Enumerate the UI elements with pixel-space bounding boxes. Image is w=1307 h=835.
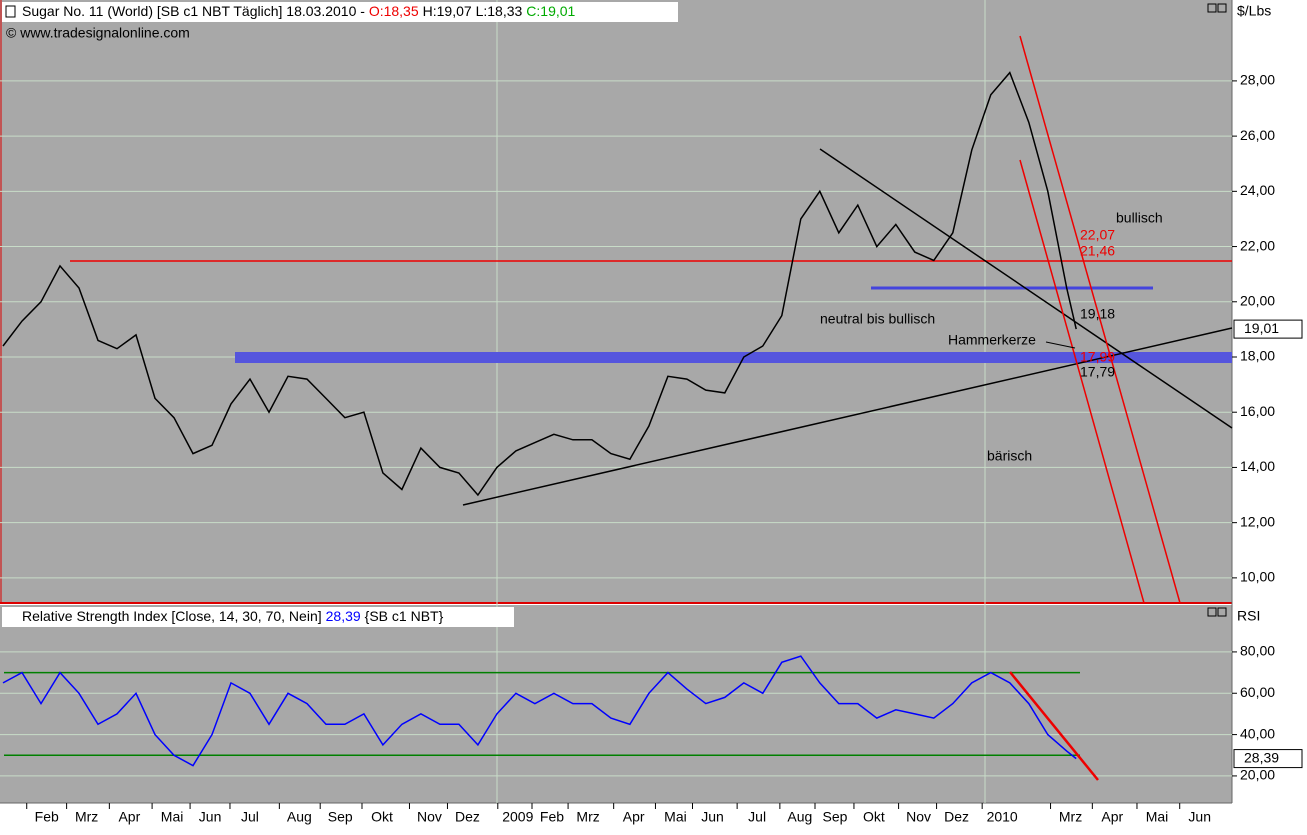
header-open: O:18,35 — [369, 3, 419, 19]
price-line — [2, 71, 1077, 497]
y-tick-label: 20,00 — [1240, 292, 1275, 308]
rsi-header: Relative Strength Index [Close, 14, 30, … — [22, 608, 444, 624]
x-tick-label: Mrz — [1059, 809, 1082, 825]
header-box — [2, 2, 678, 22]
header-title: Sugar No. 11 (World) [SB c1 NBT Täglich]… — [22, 3, 369, 19]
last-value-label: 28,39 — [1244, 749, 1279, 765]
rsi-suffix: {SB c1 NBT} — [365, 608, 444, 624]
x-tick-label: Mai — [1146, 809, 1169, 825]
x-tick-label: Mrz — [576, 809, 599, 825]
annotation: 22,07 — [1080, 227, 1115, 243]
price-line — [2, 655, 1077, 767]
trend-line — [819, 148, 1233, 429]
y-tick-label: 40,00 — [1240, 725, 1275, 741]
window-button[interactable] — [1217, 3, 1227, 13]
header-close: C:19,01 — [526, 3, 575, 19]
x-tick-label: 2009 — [502, 809, 533, 825]
annotation: Hammerkerze — [948, 332, 1036, 348]
x-tick-label: Jul — [241, 809, 259, 825]
support-band — [235, 352, 1232, 363]
rsi-title: Relative Strength Index [Close, 14, 30, … — [22, 608, 322, 624]
unit-label: $/Lbs — [1237, 3, 1271, 19]
x-tick-label: Apr — [623, 809, 645, 825]
last-value-label: 19,01 — [1244, 320, 1279, 336]
x-tick-label: Jun — [199, 809, 222, 825]
x-tick-label: Mai — [664, 809, 687, 825]
x-tick-label: Mai — [161, 809, 184, 825]
y-tick-label: 20,00 — [1240, 767, 1275, 783]
rsi-panel — [0, 605, 1232, 803]
annotation: bullisch — [1116, 210, 1163, 226]
x-tick-label: Nov — [417, 809, 442, 825]
x-tick-label: Jul — [748, 809, 766, 825]
x-tick-label: Okt — [863, 809, 885, 825]
rsi-header-box — [2, 607, 514, 627]
channel-line — [1019, 159, 1145, 604]
last-value-box — [1233, 749, 1303, 769]
annotation: 17,79 — [1080, 364, 1115, 380]
annotation: neutral bis bullisch — [820, 311, 935, 327]
x-tick-label: Dez — [455, 809, 480, 825]
rsi-value: 28,39 — [326, 608, 361, 624]
unit-label: RSI — [1237, 608, 1260, 624]
y-tick-label: 22,00 — [1240, 237, 1275, 253]
y-tick-label: 26,00 — [1240, 127, 1275, 143]
x-tick-label: Sep — [328, 809, 353, 825]
y-tick-label: 60,00 — [1240, 684, 1275, 700]
window-button[interactable] — [1207, 607, 1217, 617]
annotation: 19,18 — [1080, 306, 1115, 322]
annotation: 21,46 — [1080, 243, 1115, 259]
x-tick-label: Jun — [1188, 809, 1211, 825]
y-tick-label: 24,00 — [1240, 182, 1275, 198]
annotation: bärisch — [987, 448, 1032, 464]
x-tick-label: 2010 — [987, 809, 1018, 825]
y-tick-label: 28,00 — [1240, 72, 1275, 88]
x-tick-label: Dez — [944, 809, 969, 825]
window-button[interactable] — [1207, 3, 1217, 13]
annotation: 17,99 — [1080, 349, 1115, 365]
x-tick-label: Feb — [35, 809, 59, 825]
y-tick-label: 18,00 — [1240, 348, 1275, 364]
x-tick-label: Apr — [1101, 809, 1123, 825]
header: Sugar No. 11 (World) [SB c1 NBT Täglich]… — [22, 3, 576, 19]
x-tick-label: Aug — [787, 809, 812, 825]
x-tick-label: Apr — [118, 809, 140, 825]
x-tick-label: Jun — [701, 809, 724, 825]
icon — [5, 5, 16, 18]
x-tick-label: Nov — [906, 809, 931, 825]
y-tick-label: 80,00 — [1240, 643, 1275, 659]
y-tick-label: 14,00 — [1240, 458, 1275, 474]
header-high-low: H:19,07 L:18,33 — [423, 3, 523, 19]
x-tick-label: Aug — [287, 809, 312, 825]
x-tick-label: Feb — [540, 809, 564, 825]
y-tick-label: 16,00 — [1240, 403, 1275, 419]
window-button[interactable] — [1217, 607, 1227, 617]
y-tick-label: 10,00 — [1240, 569, 1275, 585]
arrow — [1045, 341, 1076, 349]
copyright: © www.tradesignalonline.com — [6, 25, 190, 41]
channel-line — [1019, 35, 1181, 604]
trend-line — [462, 327, 1233, 506]
x-tick-label: Okt — [371, 809, 393, 825]
y-tick-label: 12,00 — [1240, 513, 1275, 529]
last-value-box — [1233, 319, 1303, 339]
rsi-trend-line — [1009, 671, 1099, 781]
x-tick-label: Mrz — [75, 809, 98, 825]
x-tick-label: Sep — [823, 809, 848, 825]
